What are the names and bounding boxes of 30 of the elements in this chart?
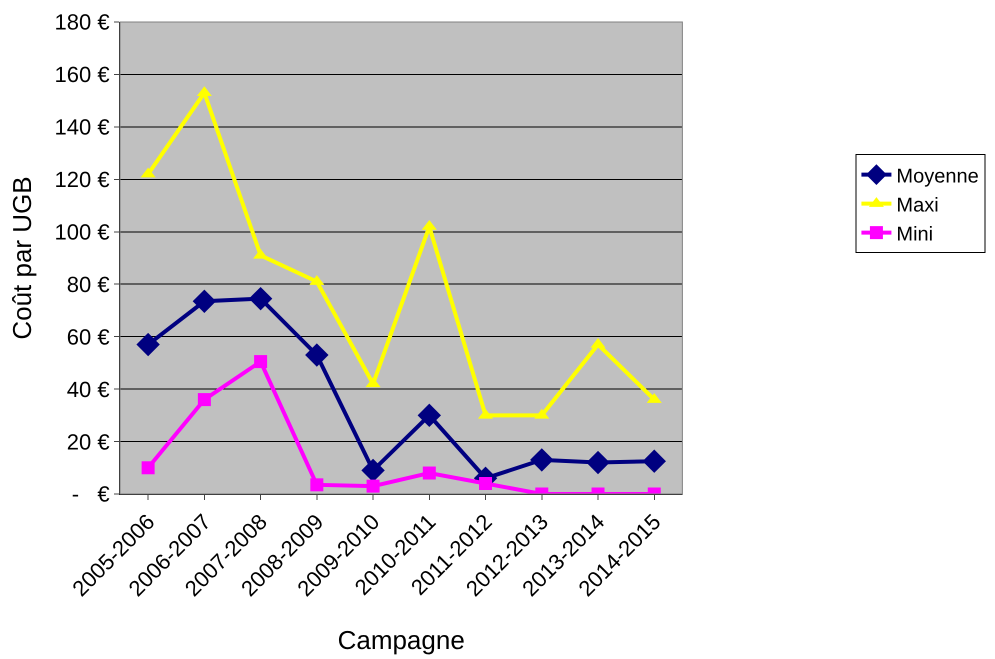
point	[418, 404, 442, 428]
x-axis-title: Campagne	[338, 624, 465, 655]
point	[366, 480, 380, 493]
point	[198, 393, 211, 406]
y-tick-label: 140 €	[54, 114, 110, 140]
legend-label: Maxi	[896, 194, 939, 216]
point	[136, 332, 160, 356]
y-tick-label: 80 €	[66, 272, 110, 297]
point	[254, 355, 268, 368]
point	[479, 477, 492, 490]
point	[248, 286, 272, 310]
y-tick-label: 20 €	[66, 429, 110, 454]
y-tick-label: 160 €	[54, 62, 110, 88]
y-tick-label: - €	[72, 482, 110, 507]
point	[142, 461, 155, 474]
y-tick-label: 180 €	[54, 10, 110, 35]
point	[310, 478, 324, 492]
y-tick-label: 40 €	[66, 376, 110, 402]
legend-label: Moyenne	[896, 165, 979, 188]
point	[305, 343, 329, 367]
y-tick-label: 120 €	[54, 167, 110, 192]
y-axis-title: Coût par UGB	[6, 176, 37, 340]
legend-label: Mini	[896, 223, 934, 246]
y-tick-label: 100 €	[54, 219, 110, 244]
point	[422, 466, 436, 480]
point	[586, 450, 610, 474]
point	[530, 448, 554, 472]
point	[192, 290, 216, 313]
point	[642, 450, 666, 473]
y-tick-label: 60 €	[66, 324, 110, 350]
